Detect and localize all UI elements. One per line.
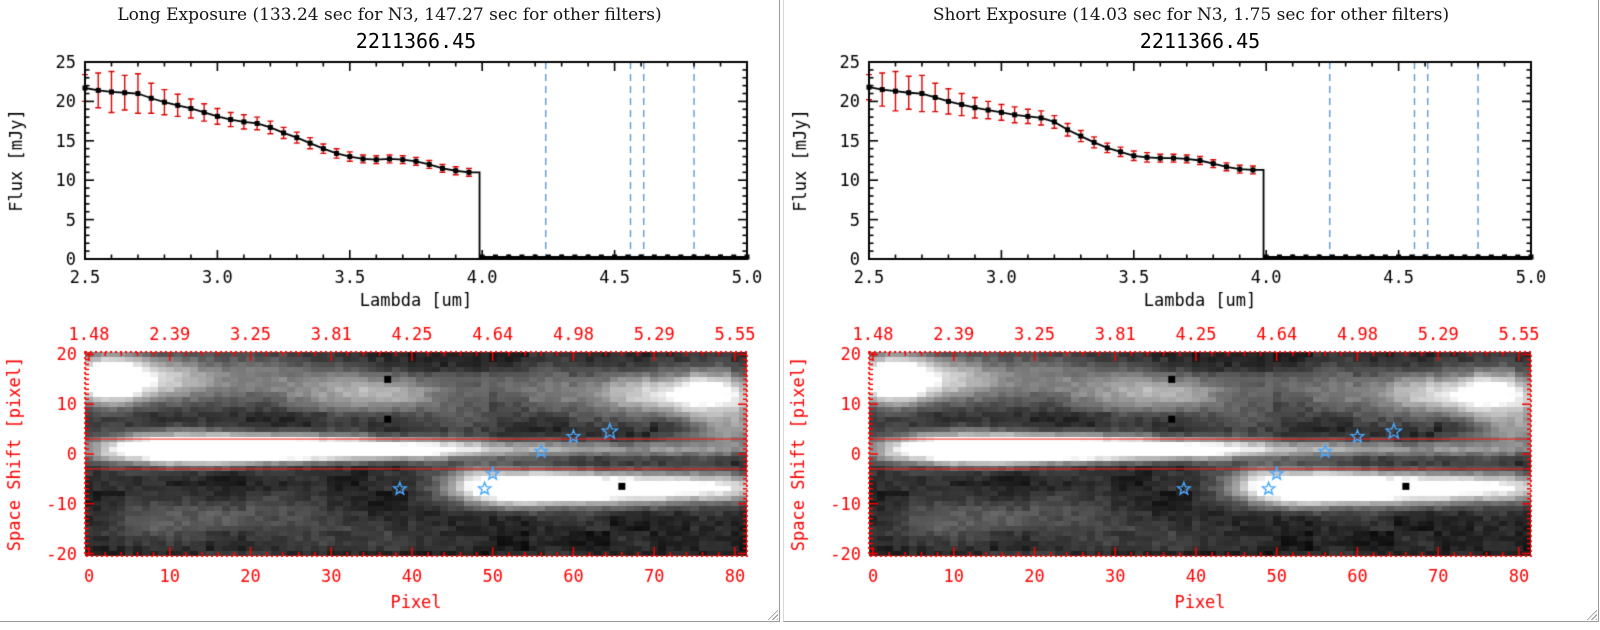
resize-grip[interactable] xyxy=(1584,607,1597,620)
spectrum-title-long: 2211366.45 xyxy=(355,29,477,53)
flux-spectrum-chart-short xyxy=(784,54,1563,309)
plot-window-long-exposure: Long Exposure (133.24 sec for N3, 147.27… xyxy=(0,0,780,622)
exposure-header-long: Long Exposure (133.24 sec for N3, 147.27… xyxy=(117,5,662,25)
exposure-header-short: Short Exposure (14.03 sec for N3, 1.75 s… xyxy=(932,5,1450,25)
spectral-2d-image-chart-short xyxy=(784,309,1563,614)
plot-window-short-exposure: Short Exposure (14.03 sec for N3, 1.75 s… xyxy=(783,0,1599,622)
spectrum-title-short: 2211366.45 xyxy=(1139,29,1261,53)
flux-spectrum-chart-long xyxy=(0,54,779,309)
spectral-2d-image-chart-long xyxy=(0,309,779,614)
